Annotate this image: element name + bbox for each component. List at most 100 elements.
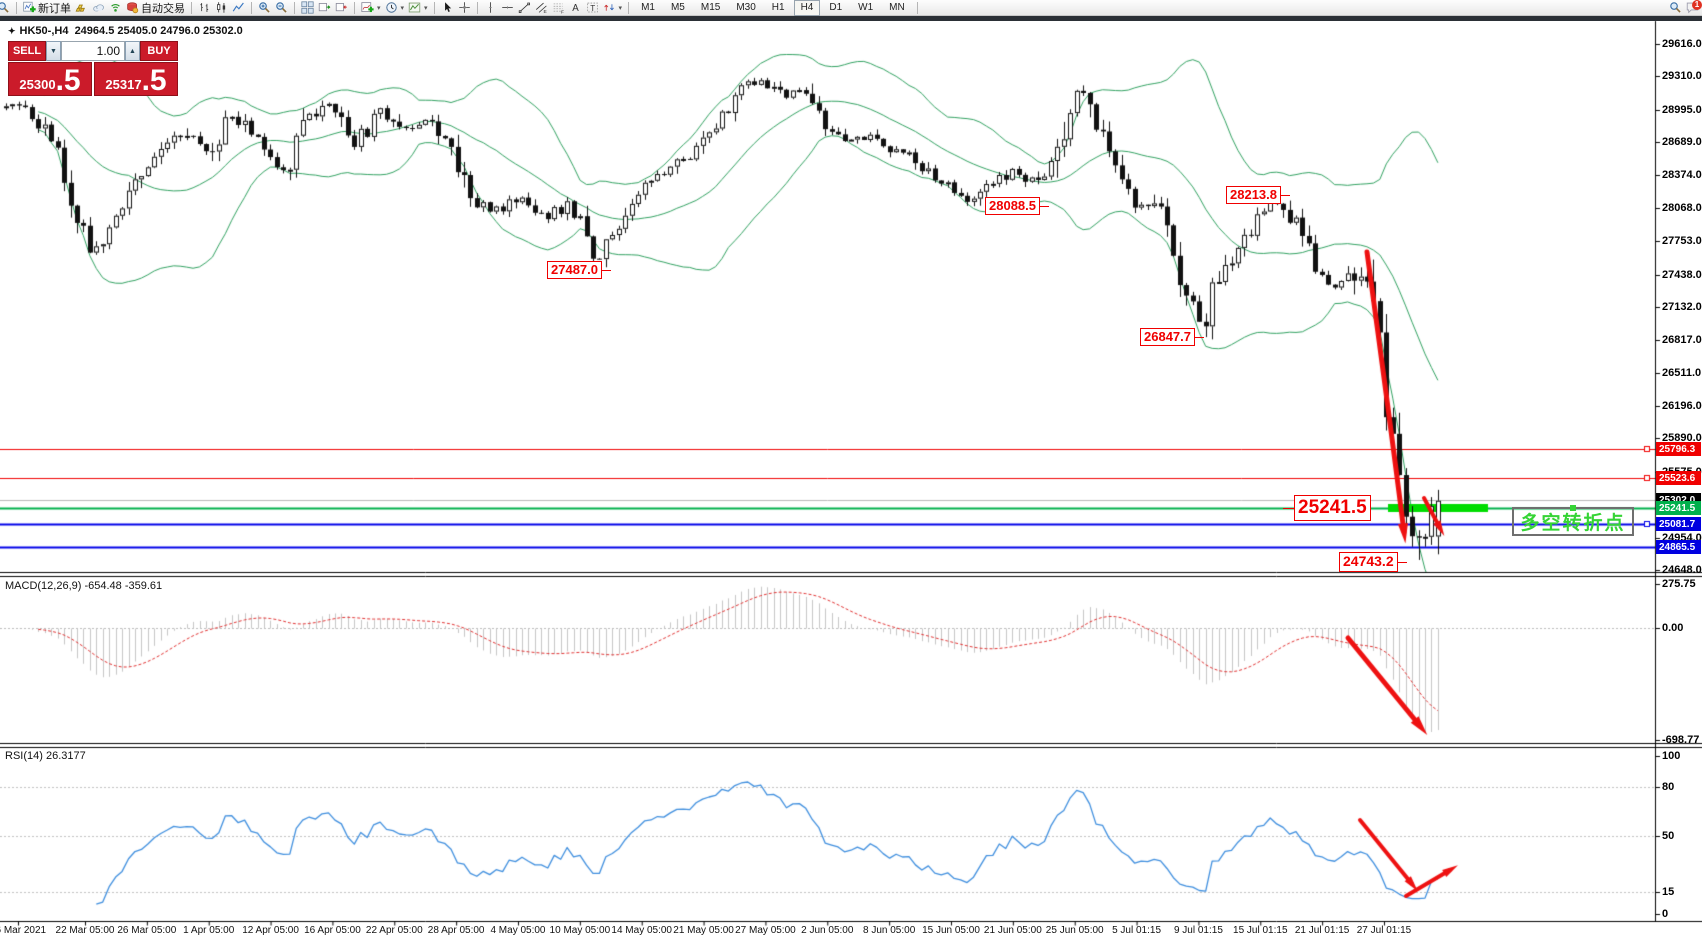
- rsi-indicator-label: RSI(14) 26.3177: [5, 750, 86, 762]
- gold-bars-button[interactable]: [73, 0, 90, 15]
- fibonacci-icon: F: [552, 1, 565, 14]
- buy-button[interactable]: BUY: [140, 41, 178, 61]
- arrow-objects-dropdown-icon[interactable]: ▾: [618, 4, 623, 12]
- signal-strength-button[interactable]: [107, 0, 124, 15]
- price-axis-label: 27438.0: [1662, 269, 1702, 281]
- timeframe-m5-button[interactable]: M5: [670, 2, 685, 13]
- new-order-icon: [23, 1, 36, 14]
- callout-connector: [1397, 561, 1407, 563]
- search-button[interactable]: [1669, 1, 1682, 14]
- window-divider: [0, 16, 1702, 21]
- timeframe-h4-button[interactable]: H4: [793, 0, 821, 16]
- macd-indicator-label: MACD(12,26,9) -654.48 -359.61: [5, 580, 163, 592]
- vertical-line-button[interactable]: [482, 0, 499, 15]
- find-symbol-button[interactable]: [0, 0, 12, 15]
- timeframe-w1-button[interactable]: W1: [858, 2, 874, 13]
- symbol-marker-icon: ✦: [8, 26, 16, 36]
- price-callout-label[interactable]: 27487.0: [547, 261, 611, 280]
- time-axis-label: 8 Jun 05:00: [863, 925, 916, 936]
- templates-button[interactable]: ▾: [406, 0, 430, 15]
- svg-text:A: A: [572, 3, 579, 14]
- price-tag: 25241.5: [1656, 501, 1701, 515]
- cursor-button[interactable]: [439, 0, 456, 15]
- cursor-icon: [441, 1, 454, 14]
- timeframe-m15-button[interactable]: M15: [700, 2, 721, 13]
- cloud-storage-button[interactable]: [90, 0, 107, 15]
- timeframe-mn-button[interactable]: MN: [889, 2, 905, 13]
- price-axis-label: 29616.0: [1662, 38, 1702, 50]
- sell-price-frac: .5: [55, 64, 81, 96]
- price-tag: 24865.5: [1656, 540, 1701, 554]
- templates-dropdown-icon[interactable]: ▾: [424, 4, 428, 12]
- price-axis-label: 29310.0: [1662, 70, 1702, 82]
- sell-price-button[interactable]: 25300.5: [8, 62, 92, 96]
- add-indicator-dropdown-icon[interactable]: ▾: [377, 4, 381, 12]
- time-axis-label: 2 Jun 05:00: [801, 925, 854, 936]
- timeframe-d1-button[interactable]: D1: [829, 2, 843, 13]
- time-axis-label: 12 Apr 05:00: [242, 925, 299, 936]
- horizontal-line-button[interactable]: [499, 0, 516, 15]
- volume-decrease-button[interactable]: ▼: [46, 41, 61, 61]
- price-callout-label[interactable]: 28088.5: [985, 197, 1049, 216]
- periods-button[interactable]: ▾: [383, 0, 407, 15]
- zoom-in-button[interactable]: [256, 0, 273, 15]
- auto-trading-button[interactable]: 自动交易: [124, 0, 187, 15]
- arrow-objects-button[interactable]: ▾: [601, 0, 625, 15]
- price-axis-label: 27753.0: [1662, 235, 1702, 247]
- search-icon: [1669, 1, 1682, 14]
- buy-price-button[interactable]: 25317.5: [94, 62, 178, 96]
- periods-icon: [385, 1, 398, 14]
- time-axis-label: 14 May 05:00: [611, 925, 673, 936]
- bar-chart-icon: [198, 1, 211, 14]
- trendline-button[interactable]: [516, 0, 533, 15]
- timeframe-m30-button[interactable]: M30: [736, 2, 756, 13]
- price-axis-label: 28689.0: [1662, 136, 1702, 148]
- chat-button[interactable]: 1: [1686, 0, 1702, 14]
- text-button[interactable]: A: [567, 0, 584, 15]
- svg-text:T: T: [590, 4, 595, 13]
- toolbar-separator: [916, 1, 918, 14]
- line-chart-button[interactable]: [230, 0, 247, 15]
- price-axis-label: 26196.0: [1662, 400, 1702, 412]
- chart-shift-button[interactable]: [333, 0, 350, 15]
- toolbar-separator: [628, 1, 630, 14]
- crosshair-button[interactable]: [456, 0, 473, 15]
- rsi-axis-label: 100: [1662, 750, 1681, 762]
- buy-price-frac: .5: [141, 64, 167, 96]
- time-axis-label: 9 Jul 01:15: [1173, 925, 1223, 936]
- zoom-out-button[interactable]: [273, 0, 290, 15]
- annotation-text-object[interactable]: 多空转折点: [1512, 505, 1634, 536]
- auto-scroll-button[interactable]: [316, 0, 333, 15]
- price-tag: 25523.6: [1656, 471, 1701, 485]
- candlestick-chart-button[interactable]: [213, 0, 230, 15]
- equidistant-channel-button[interactable]: E: [533, 0, 550, 15]
- timeframe-buttons: M1 M5 M15 M30 H1 H4 D1 W1 MN: [633, 0, 922, 16]
- trendline-icon: [518, 1, 531, 14]
- toolbar-separator: [433, 1, 435, 14]
- price-callout-label[interactable]: 28213.8: [1226, 186, 1290, 205]
- volume-increase-button[interactable]: ▲: [125, 41, 140, 61]
- price-callout-label[interactable]: 24743.2: [1339, 552, 1407, 572]
- volume-input[interactable]: 1.00: [61, 41, 125, 61]
- equidistant-channel-icon: E: [535, 1, 548, 14]
- time-axis-label: 21 Jun 05:00: [983, 925, 1042, 936]
- toolbar-separator: [354, 1, 355, 14]
- timeframe-m1-button[interactable]: M1: [641, 2, 655, 13]
- price-callout-label[interactable]: 26847.7: [1140, 328, 1204, 347]
- text-label-button[interactable]: T: [584, 0, 601, 15]
- new-order-button[interactable]: 新订单: [21, 0, 73, 15]
- add-indicator-button[interactable]: ▾: [359, 0, 383, 15]
- periods-dropdown-icon[interactable]: ▾: [400, 4, 405, 12]
- price-axis-label: 28374.0: [1662, 169, 1702, 181]
- auto-trading-label: 自动交易: [141, 2, 185, 15]
- sell-button[interactable]: SELL: [8, 41, 46, 61]
- toolbar-separator: [294, 1, 295, 14]
- tile-windows-button[interactable]: [299, 0, 316, 15]
- bar-chart-button[interactable]: [196, 0, 213, 15]
- toolbar-separator: [16, 1, 17, 14]
- fibonacci-button[interactable]: F: [550, 0, 567, 15]
- price-callout-label[interactable]: 25241.5: [1283, 495, 1371, 521]
- timeframe-h1-button[interactable]: H1: [771, 2, 785, 13]
- time-axis-label: 5 Jul 01:15: [1112, 925, 1162, 936]
